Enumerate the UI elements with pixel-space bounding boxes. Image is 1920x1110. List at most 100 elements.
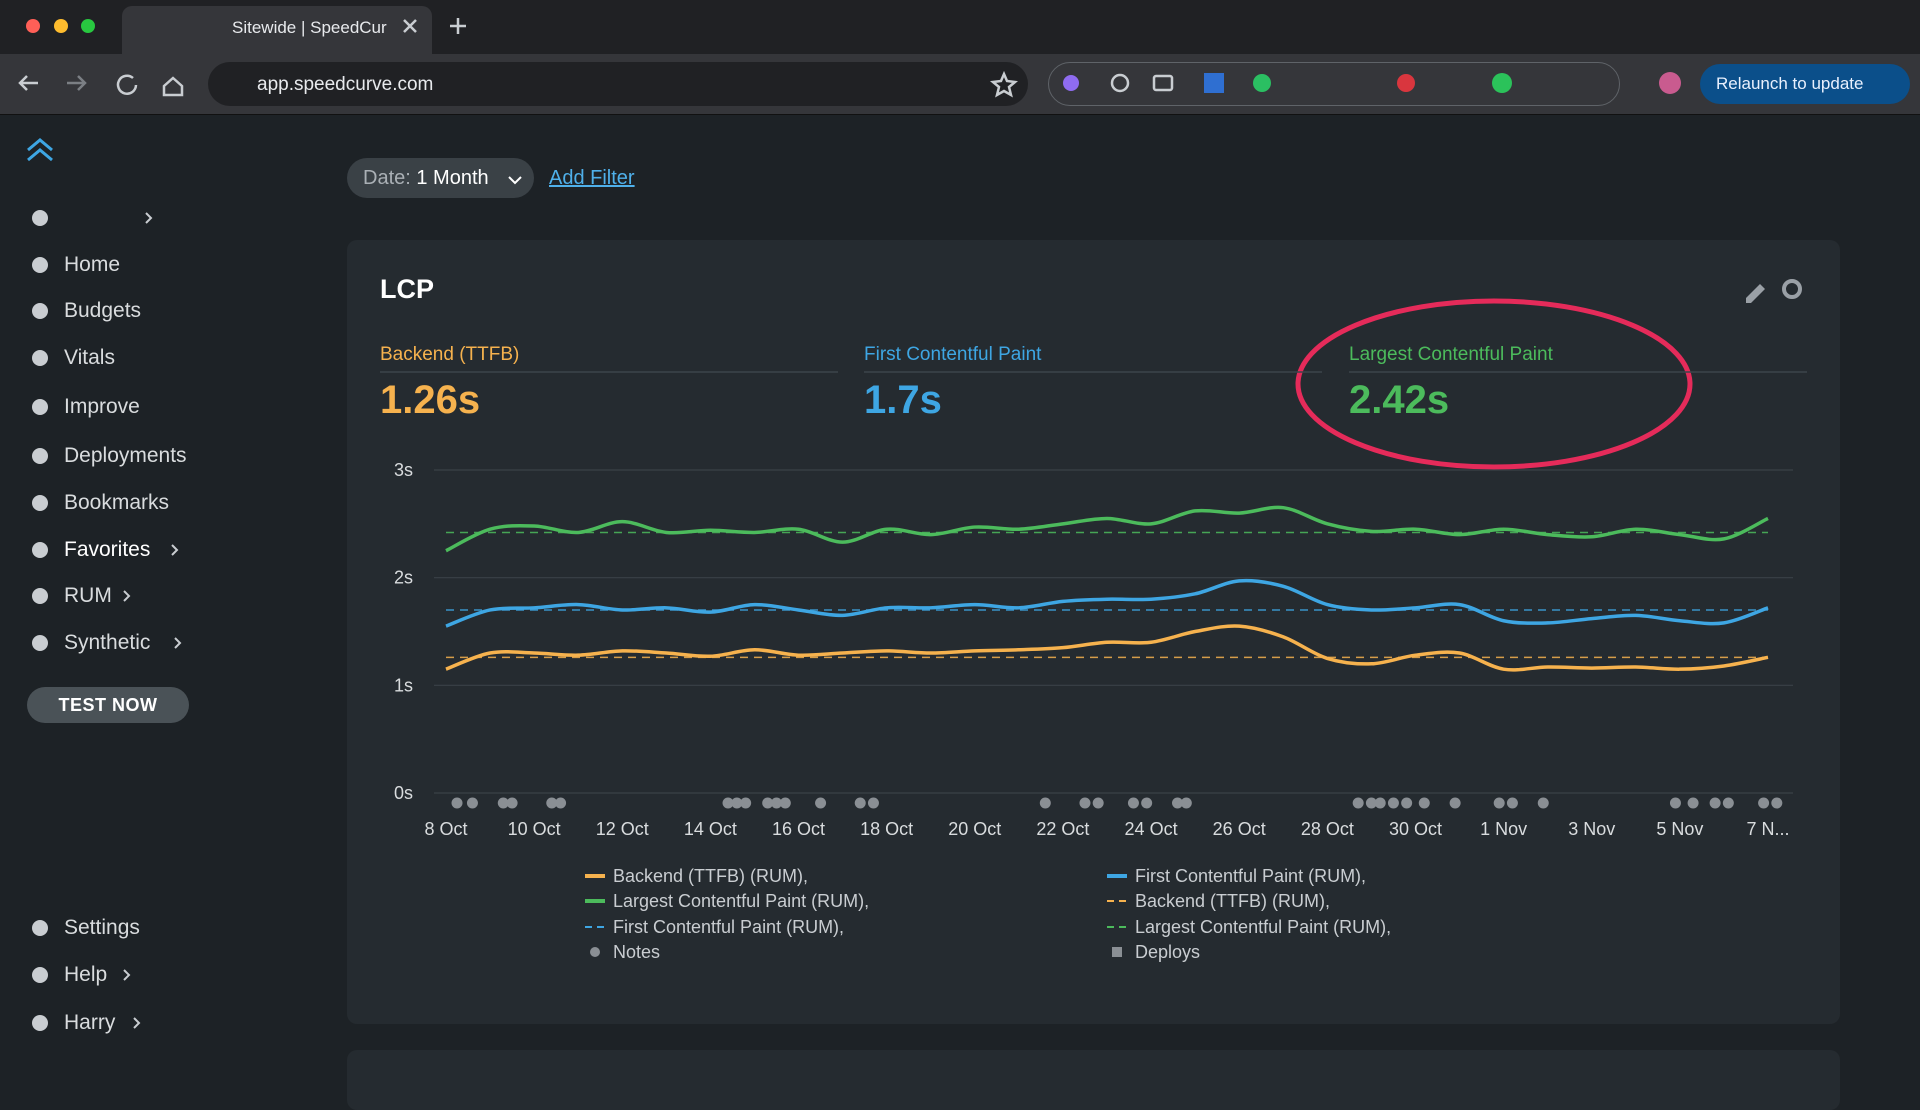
extensions: [1048, 62, 1620, 106]
footer-item[interactable]: Help: [64, 963, 108, 986]
nav-item[interactable]: Improve: [64, 395, 140, 418]
note-marker: [1172, 797, 1184, 809]
note-marker: [1418, 797, 1430, 809]
footer-icon: [32, 920, 48, 936]
note-marker: [1709, 797, 1721, 809]
x-tick-label: 30 Oct: [1389, 819, 1442, 839]
legend-label: Backend (TTFB) (RUM),: [613, 866, 808, 886]
nav-icon: [32, 495, 48, 511]
card-icons: [1746, 279, 1802, 303]
note-marker: [451, 797, 463, 809]
highlight-circle: [1295, 298, 1693, 470]
nav-chevron: [171, 544, 179, 556]
note-marker: [1669, 797, 1681, 809]
note-marker: [1537, 797, 1549, 809]
x-tick-label: 26 Oct: [1213, 819, 1266, 839]
series-line: [445, 505, 1769, 553]
x-tick-label: 14 Oct: [684, 819, 737, 839]
nav-icon: [32, 635, 48, 651]
x-tick-label: 8 Oct: [424, 819, 467, 839]
chevron: [508, 176, 522, 185]
x-tick-label: 5 Nov: [1656, 819, 1703, 839]
date-label: Date:: [363, 167, 411, 189]
legend-label: Backend (TTFB) (RUM),: [1135, 891, 1330, 911]
address-bar[interactable]: app.speedcurve.com: [208, 62, 1028, 106]
x-tick-label: 12 Oct: [596, 819, 649, 839]
team-chevron: [145, 212, 153, 224]
note-marker: [762, 797, 774, 809]
overlay: 0s 1s 2s 3s 8 Oct 10 Oct 12 Oct 14 Oct 16 Oct 18 …: [18, 18, 1807, 1031]
metric-value: 1.26s: [380, 378, 481, 422]
add-filter[interactable]: Add Filter: [549, 167, 635, 189]
chart-card: LCP: [347, 240, 1840, 1024]
nav-item[interactable]: Deployments: [64, 444, 187, 467]
note-marker: [722, 797, 734, 809]
team-icon: [32, 210, 48, 226]
series-line: [445, 624, 1769, 672]
nav-icon: [32, 588, 48, 604]
x-tick-label: 22 Oct: [1036, 819, 1089, 839]
nav-icon: [32, 350, 48, 366]
footer-item[interactable]: Harry: [64, 1011, 116, 1034]
card-title: LCP: [380, 274, 434, 304]
note-marker: [1722, 797, 1734, 809]
metric-label: Backend (TTFB): [380, 344, 520, 365]
note-marker: [854, 797, 866, 809]
nav-icon: [32, 448, 48, 464]
date-filter[interactable]: Date: 1 Month: [347, 158, 534, 198]
footer-item[interactable]: Settings: [64, 916, 140, 939]
page: Sitewide | SpeedCur app.speedcurve.com R…: [0, 6, 1920, 1034]
x-tick-label: 18 Oct: [860, 819, 913, 839]
legend-swatch: [1112, 947, 1122, 957]
legend-label: First Contentful Paint (RUM),: [613, 917, 844, 937]
x-tick-label: 7 N...: [1746, 819, 1789, 839]
url: app.speedcurve.com: [257, 74, 434, 95]
logo: [27, 138, 53, 162]
note-marker: [1374, 797, 1386, 809]
footer-chevron: [123, 969, 131, 981]
footer-icon: [32, 967, 48, 983]
y-tick-label: 3s: [394, 460, 413, 480]
legend-label: Largest Contentful Paint (RUM),: [613, 891, 869, 911]
nav-icon: [32, 542, 48, 558]
nav-item[interactable]: Bookmarks: [64, 491, 170, 514]
y-tick-label: 1s: [394, 675, 413, 695]
note-marker: [1180, 797, 1192, 809]
note-marker: [506, 797, 518, 809]
legend-label: Largest Contentful Paint (RUM),: [1135, 917, 1391, 937]
nav-icon: [32, 257, 48, 273]
metric-label: Largest Contentful Paint: [1349, 344, 1553, 365]
note-marker: [740, 797, 752, 809]
nav-item[interactable]: RUM: [64, 584, 112, 607]
nav-item[interactable]: Vitals: [64, 346, 115, 369]
nav-item[interactable]: Home: [64, 253, 121, 276]
note-marker: [1387, 797, 1399, 809]
test-now-button[interactable]: TEST NOW: [27, 687, 189, 723]
note-marker: [1079, 797, 1091, 809]
tab[interactable]: Sitewide | SpeedCur: [122, 6, 432, 54]
nav-icon: [32, 399, 48, 415]
metric-value: 2.42s: [1349, 378, 1450, 422]
note-marker: [1127, 797, 1139, 809]
note-marker: [1401, 797, 1413, 809]
note-marker: [1092, 797, 1104, 809]
note-marker: [497, 797, 509, 809]
note-marker: [1771, 797, 1783, 809]
relaunch-button[interactable]: Relaunch to update: [1700, 64, 1910, 104]
date-value: 1 Month: [416, 167, 489, 189]
note-marker: [546, 797, 558, 809]
nav-item[interactable]: Favorites: [64, 538, 151, 561]
metric-value: 1.7s: [864, 378, 942, 422]
note-marker: [1449, 797, 1461, 809]
tab-title: Sitewide | SpeedCur: [232, 18, 387, 37]
legend-label: Deploys: [1135, 942, 1200, 962]
nav-chevron: [123, 590, 131, 602]
nav-item[interactable]: Synthetic: [64, 631, 151, 654]
x-tick-label: 20 Oct: [948, 819, 1001, 839]
legend-label: Notes: [613, 942, 660, 962]
nav-item[interactable]: Budgets: [64, 299, 142, 322]
x-tick-label: 28 Oct: [1301, 819, 1354, 839]
x-tick-label: 3 Nov: [1568, 819, 1615, 839]
note-marker: [1141, 797, 1153, 809]
series-line: [445, 578, 1769, 628]
